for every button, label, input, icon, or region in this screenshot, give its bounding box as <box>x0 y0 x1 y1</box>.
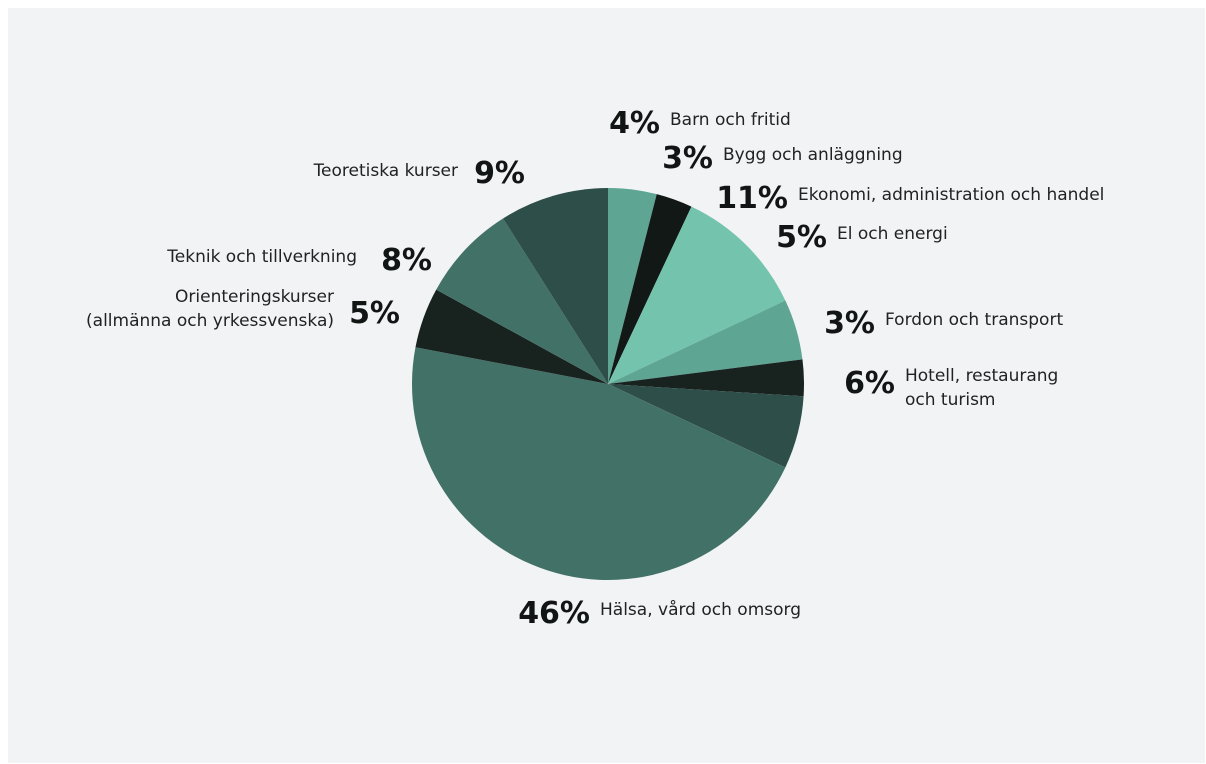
pie-labels: 4% Barn och fritid 3% Bygg och anläggning 11… <box>86 106 1104 631</box>
slice-name-label: Teknik och tillverkning <box>166 247 357 267</box>
pie-slices <box>412 188 804 580</box>
slice-value-label: 6% <box>844 366 895 401</box>
slice-name-label: Hälsa, vård och omsorg <box>600 599 801 620</box>
pie-slice <box>415 289 608 384</box>
pie-slice <box>608 206 786 384</box>
slice-value-label: 3% <box>662 141 713 176</box>
slice-name-label: Barn och fritid <box>670 110 791 130</box>
slice-name-label: Orienteringskurser (allmänna och yrkessve… <box>86 287 334 331</box>
pie-slice <box>436 218 608 384</box>
slice-name-label: Fordon och transport <box>885 310 1063 330</box>
slice-name-label: El och energi <box>837 224 948 244</box>
pie-slice <box>608 194 692 384</box>
slice-name-label: Bygg och anläggning <box>723 145 903 165</box>
pie-slice <box>412 347 786 580</box>
slice-value-label: 3% <box>824 306 875 341</box>
slice-value-label: 11% <box>716 181 788 216</box>
pie-slice <box>608 359 804 397</box>
slice-name-label: Ekonomi, administration och handel <box>798 185 1104 205</box>
slice-value-label: 8% <box>381 243 432 278</box>
slice-value-label: 9% <box>474 156 525 191</box>
slice-value-label: 46% <box>518 596 590 631</box>
slice-value-label: 4% <box>609 106 660 141</box>
pie-slice <box>608 188 657 384</box>
slice-value-label: 5% <box>776 220 827 255</box>
slice-name-label: Teoretiska kurser <box>313 161 458 181</box>
pie-slice <box>502 188 608 384</box>
pie-slice <box>608 384 804 468</box>
slice-value-label: 5% <box>349 296 400 331</box>
slice-name-label: Hotell, restaurang och turism <box>905 366 1058 410</box>
pie-slice <box>608 300 803 384</box>
